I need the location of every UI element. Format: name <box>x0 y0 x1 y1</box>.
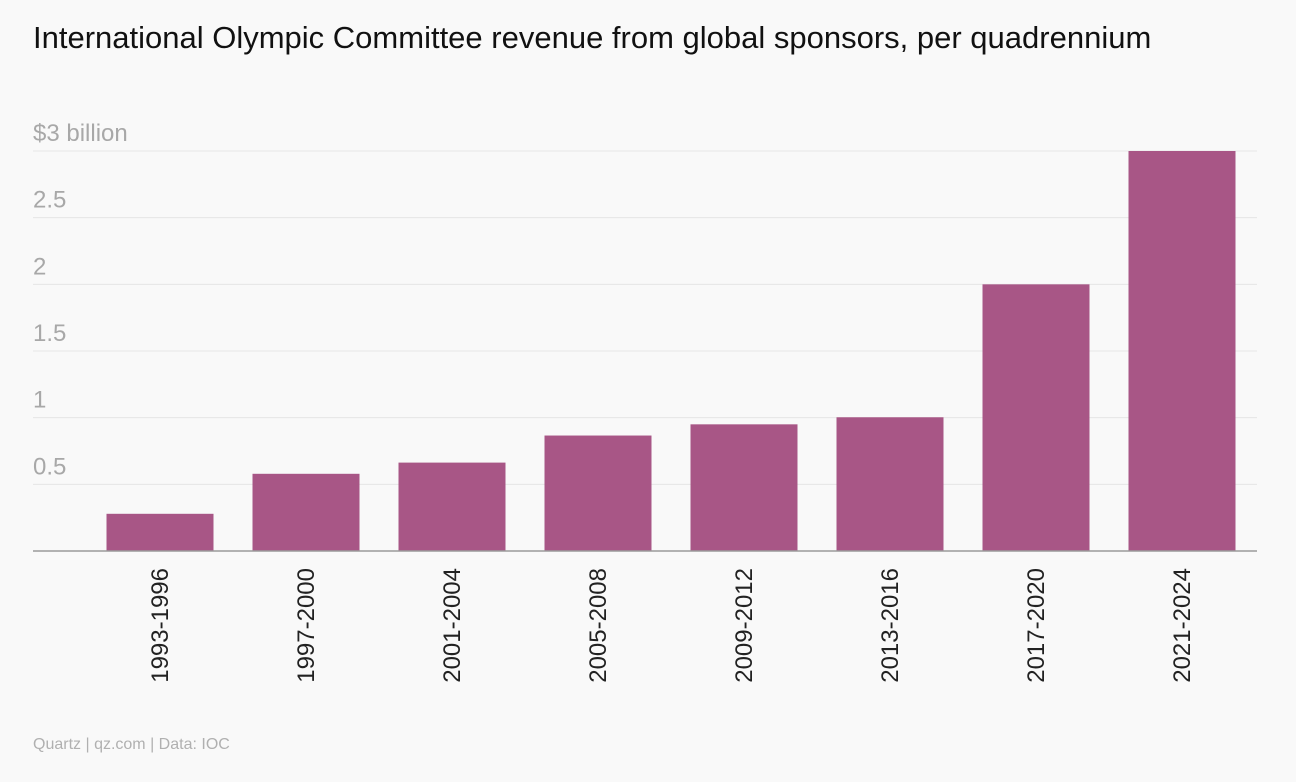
y-tick-label: 2 <box>33 253 46 280</box>
bar-2009-2012 <box>690 424 798 551</box>
x-category-label: 2013-2016 <box>877 568 904 683</box>
bars <box>106 151 1236 551</box>
gridlines <box>33 150 1257 485</box>
bar-2013-2016 <box>836 417 944 551</box>
x-category-label: 2005-2008 <box>585 568 612 683</box>
bar-1997-2000 <box>252 473 360 551</box>
y-tick-label: 0.5 <box>33 453 66 480</box>
y-tick-label: 2.5 <box>33 187 66 214</box>
bar-2001-2004 <box>398 462 506 551</box>
source-credit: Quartz | qz.com | Data: IOC <box>33 736 230 753</box>
y-tick-label: 1 <box>33 387 46 414</box>
bar-2017-2020 <box>982 284 1090 551</box>
y-tick-label: $3 billion <box>33 120 128 147</box>
bar-2005-2008 <box>544 435 652 551</box>
y-tick-label: 1.5 <box>33 320 66 347</box>
x-axis-category-labels: 1993-1996 1997-2000 2001-2004 2005-2008 2009… <box>147 568 1196 683</box>
x-category-label: 2021-2024 <box>1169 568 1196 683</box>
y-axis-tick-labels: 0.5 1 1.5 2 2.5 $3 billion <box>33 120 128 480</box>
x-category-label: 1993-1996 <box>147 568 174 683</box>
x-category-label: 1997-2000 <box>293 568 320 683</box>
bar-1993-1996 <box>106 513 214 551</box>
x-category-label: 2009-2012 <box>731 568 758 683</box>
x-category-label: 2001-2004 <box>439 568 466 683</box>
chart-title: International Olympic Committee revenue … <box>33 20 1152 55</box>
bar-2021-2024 <box>1128 151 1236 551</box>
x-category-label: 2017-2020 <box>1023 568 1050 683</box>
